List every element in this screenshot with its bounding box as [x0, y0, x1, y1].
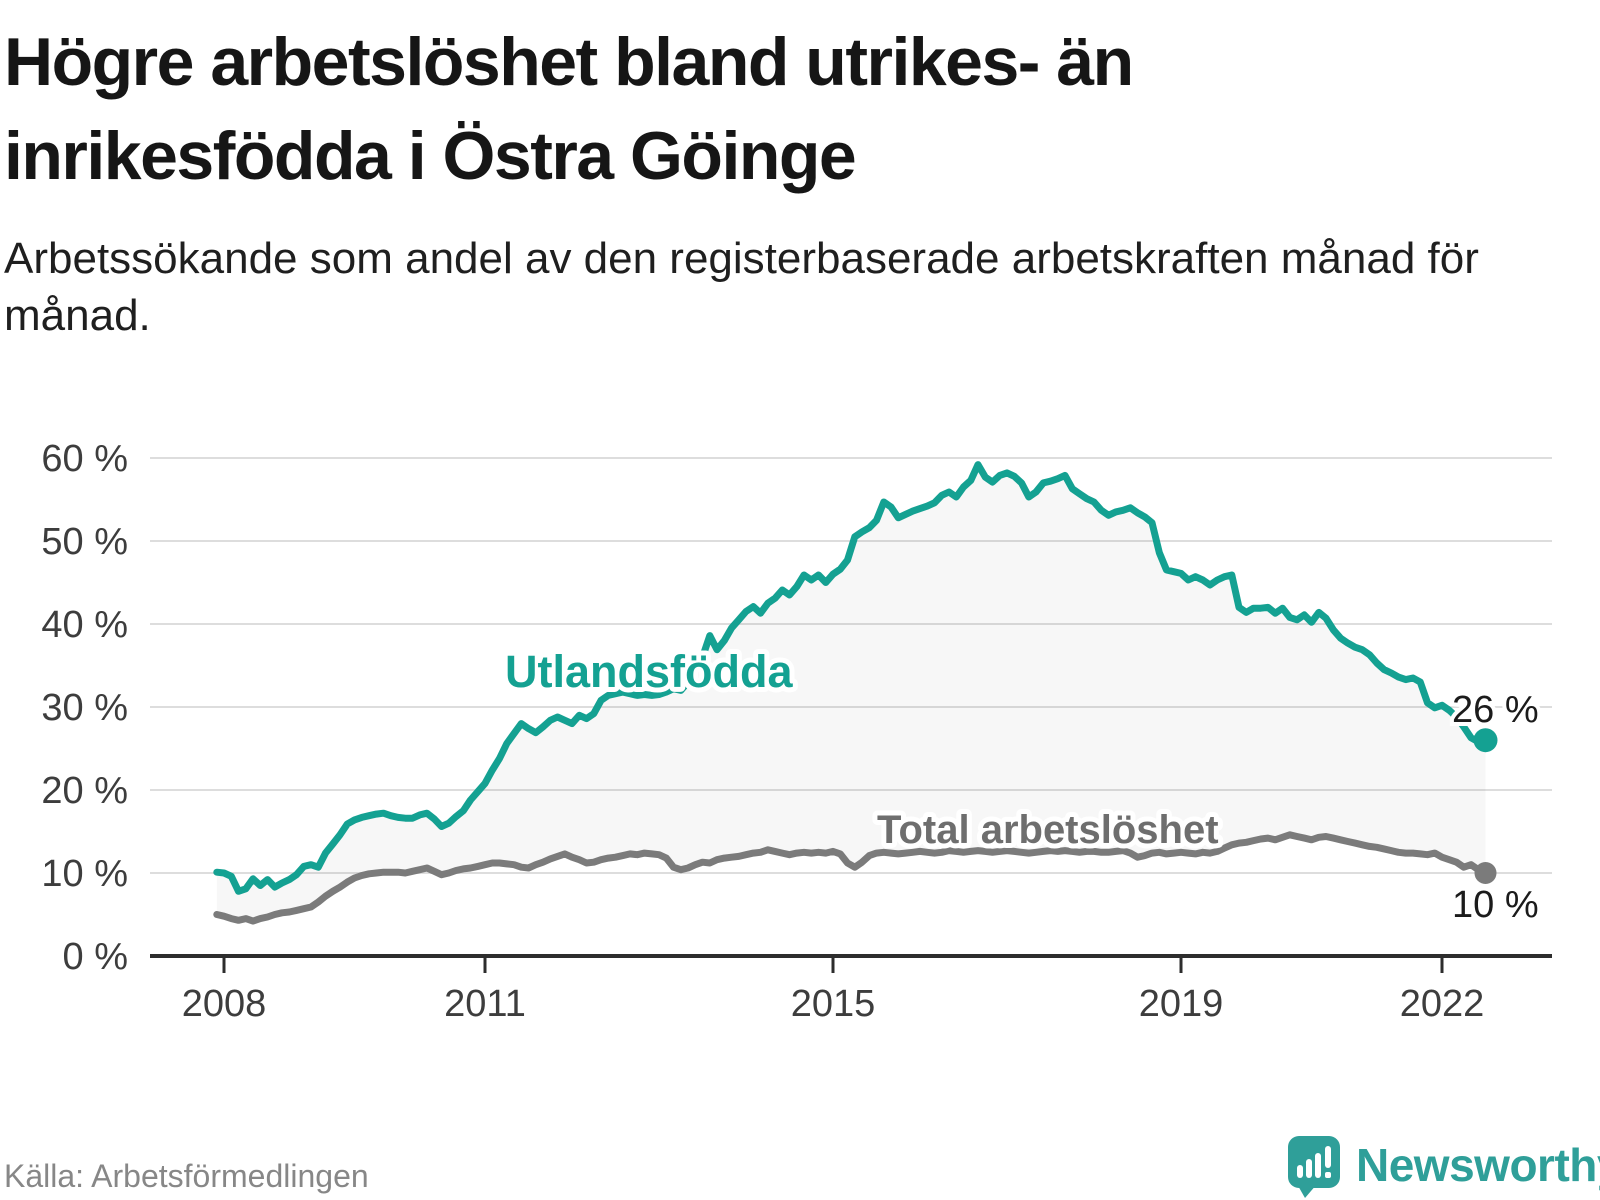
chart-subtitle: Arbetssökande som andel av den registerb…	[4, 234, 1479, 341]
title-line-2: inrikesfödda i Östra Göinge	[4, 117, 857, 194]
y-axis-tick-label: 60 %	[41, 438, 128, 480]
series-end-dot-utlandsfodda	[1473, 728, 1498, 753]
x-axis-tick-label: 2019	[1139, 983, 1224, 1025]
x-axis-tick-label: 2022	[1400, 983, 1485, 1025]
y-axis-tick-label: 20 %	[41, 770, 128, 812]
source-note: Källa: Arbetsförmedlingen	[4, 1158, 369, 1194]
page-title: Högre arbetslöshet bland utrikes- än inr…	[4, 16, 1564, 204]
y-axis-tick-label: 10 %	[41, 853, 128, 895]
series-label-total-arbetsloshet: Total arbetslöshet	[877, 808, 1219, 852]
x-axis-tick-label: 2011	[444, 983, 526, 1025]
area-fill-between-series	[216, 464, 1486, 922]
x-axis-tick-label: 2015	[791, 983, 876, 1025]
y-axis-tick-label: 0 %	[63, 936, 128, 978]
y-axis-tick-label: 50 %	[41, 521, 128, 563]
series-line-utlandsfodda	[213, 461, 1489, 895]
series-line-total-arbetsloshet	[213, 831, 1489, 925]
end-value-label-total-arbetsloshet: 10 %	[1452, 884, 1539, 926]
series-label-utlandsfodda: Utlandsfödda	[505, 646, 793, 697]
title-line-1: Högre arbetslöshet bland utrikes- än	[4, 24, 1134, 100]
y-axis-tick-label: 40 %	[41, 604, 128, 646]
end-value-label-utlandsfodda: 26 %	[1452, 689, 1539, 731]
newsworthy-speech-bubble-chart-icon	[1288, 1136, 1340, 1198]
newsworthy-brand: Newsworthy	[1288, 1136, 1600, 1198]
series-end-dot-total-arbetsloshet	[1474, 862, 1497, 884]
x-axis-tick-label: 2008	[182, 983, 267, 1025]
y-axis-tick-label: 30 %	[41, 687, 128, 729]
brand-wordmark: Newsworthy	[1356, 1139, 1600, 1191]
